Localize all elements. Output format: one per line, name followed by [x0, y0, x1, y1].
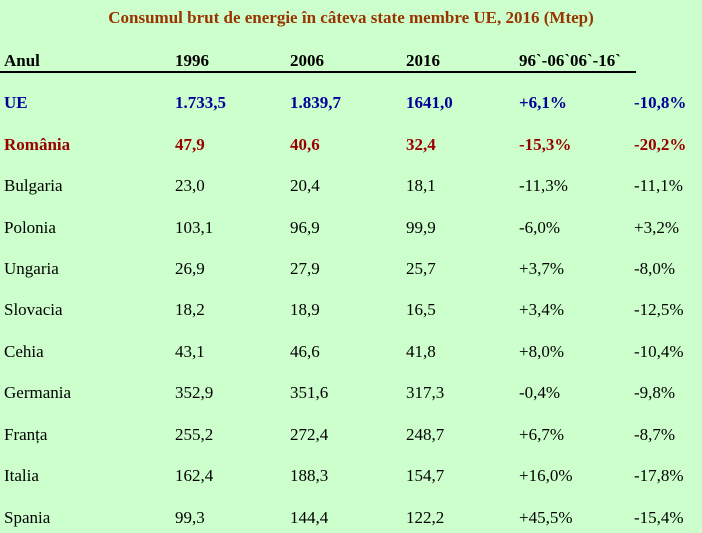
change-96-06: +6,7% [519, 425, 564, 444]
value-1996: 47,9 [175, 135, 205, 154]
change-96-06: +45,5% [519, 508, 573, 527]
table-row: Ungaria 26,9 27,9 25,7 +3,7% -8,0% [0, 259, 702, 283]
value-2016: 248,7 [406, 425, 445, 444]
value-1996: 352,9 [175, 383, 214, 402]
header-2016: 2016 [406, 51, 440, 70]
change-06-16: -15,4% [634, 508, 684, 527]
header-2006: 2006 [290, 51, 324, 70]
change-06-16: -8,7% [634, 425, 676, 444]
change-96-06: +3,7% [519, 259, 564, 278]
page-title: Consumul brut de energie în câteva state… [108, 8, 594, 27]
change-06-16: -20,2% [634, 135, 687, 154]
change-96-06: +8,0% [519, 342, 564, 361]
change-06-16: -10,4% [634, 342, 684, 361]
row-name: Germania [4, 383, 72, 402]
table-row: Slovacia 18,2 18,9 16,5 +3,4% -12,5% [0, 300, 702, 324]
value-1996: 103,1 [175, 218, 214, 237]
table-row: UE 1.733,5 1.839,7 1641,0 +6,1% -10,8% [0, 93, 702, 117]
row-name: Ungaria [4, 259, 59, 278]
header-1996: 1996 [175, 51, 209, 70]
change-96-06: +3,4% [519, 300, 564, 319]
value-2006: 96,9 [290, 218, 320, 237]
value-2016: 16,5 [406, 300, 436, 319]
change-96-06: -11,3% [519, 176, 568, 195]
value-1996: 18,2 [175, 300, 205, 319]
row-name: România [4, 135, 71, 154]
row-name: Spania [4, 508, 51, 527]
row-name: Slovacia [4, 300, 63, 319]
table-header: Anul 1996 2006 2016 96`-06`06`-16` [0, 51, 702, 73]
value-2006: 144,4 [290, 508, 329, 527]
table-row: Franța 255,2 272,4 248,7 +6,7% -8,7% [0, 425, 702, 449]
value-2006: 27,9 [290, 259, 320, 278]
change-96-06: -15,3% [519, 135, 572, 154]
table-row: România 47,9 40,6 32,4 -15,3% -20,2% [0, 135, 702, 159]
table-row: Bulgaria 23,0 20,4 18,1 -11,3% -11,1% [0, 176, 702, 200]
change-06-16: +3,2% [634, 218, 679, 237]
value-1996: 162,4 [175, 466, 214, 485]
change-96-06: -0,4% [519, 383, 561, 402]
value-1996: 255,2 [175, 425, 214, 444]
value-2016: 25,7 [406, 259, 436, 278]
change-06-16: -9,8% [634, 383, 676, 402]
value-2006: 351,6 [290, 383, 329, 402]
value-2016: 1641,0 [406, 93, 453, 112]
value-1996: 23,0 [175, 176, 205, 195]
row-name: Cehia [4, 342, 44, 361]
value-1996: 43,1 [175, 342, 205, 361]
value-2016: 32,4 [406, 135, 436, 154]
table-row: Polonia 103,1 96,9 99,9 -6,0% +3,2% [0, 218, 702, 242]
value-2016: 99,9 [406, 218, 436, 237]
row-name: Franța [4, 425, 48, 444]
table-row: Spania 99,3 144,4 122,2 +45,5% -15,4% [0, 508, 702, 532]
change-06-16: -17,8% [634, 466, 684, 485]
header-divider [0, 71, 636, 73]
table-row: Germania 352,9 351,6 317,3 -0,4% -9,8% [0, 383, 702, 407]
value-2006: 272,4 [290, 425, 329, 444]
row-name: Italia [4, 466, 39, 485]
change-96-06: -6,0% [519, 218, 561, 237]
value-2016: 154,7 [406, 466, 445, 485]
value-2016: 41,8 [406, 342, 436, 361]
change-06-16: -12,5% [634, 300, 684, 319]
value-1996: 99,3 [175, 508, 205, 527]
value-2006: 46,6 [290, 342, 320, 361]
value-2006: 188,3 [290, 466, 329, 485]
change-06-16: -11,1% [634, 176, 683, 195]
value-2006: 40,6 [290, 135, 320, 154]
value-1996: 1.733,5 [175, 93, 226, 112]
change-96-06: +16,0% [519, 466, 573, 485]
header-change: 96`-06`06`-16` [519, 51, 621, 70]
change-96-06: +6,1% [519, 93, 567, 112]
change-06-16: -8,0% [634, 259, 676, 278]
value-2016: 317,3 [406, 383, 445, 402]
value-2006: 18,9 [290, 300, 320, 319]
table-row: Italia 162,4 188,3 154,7 +16,0% -17,8% [0, 466, 702, 490]
value-2006: 20,4 [290, 176, 320, 195]
header-year-label: Anul [4, 51, 40, 70]
value-2016: 122,2 [406, 508, 445, 527]
value-2006: 1.839,7 [290, 93, 341, 112]
row-name: UE [4, 93, 28, 112]
row-name: Bulgaria [4, 176, 63, 195]
change-06-16: -10,8% [634, 93, 687, 112]
value-1996: 26,9 [175, 259, 205, 278]
table-row: Cehia 43,1 46,6 41,8 +8,0% -10,4% [0, 342, 702, 366]
row-name: Polonia [4, 218, 56, 237]
value-2016: 18,1 [406, 176, 436, 195]
